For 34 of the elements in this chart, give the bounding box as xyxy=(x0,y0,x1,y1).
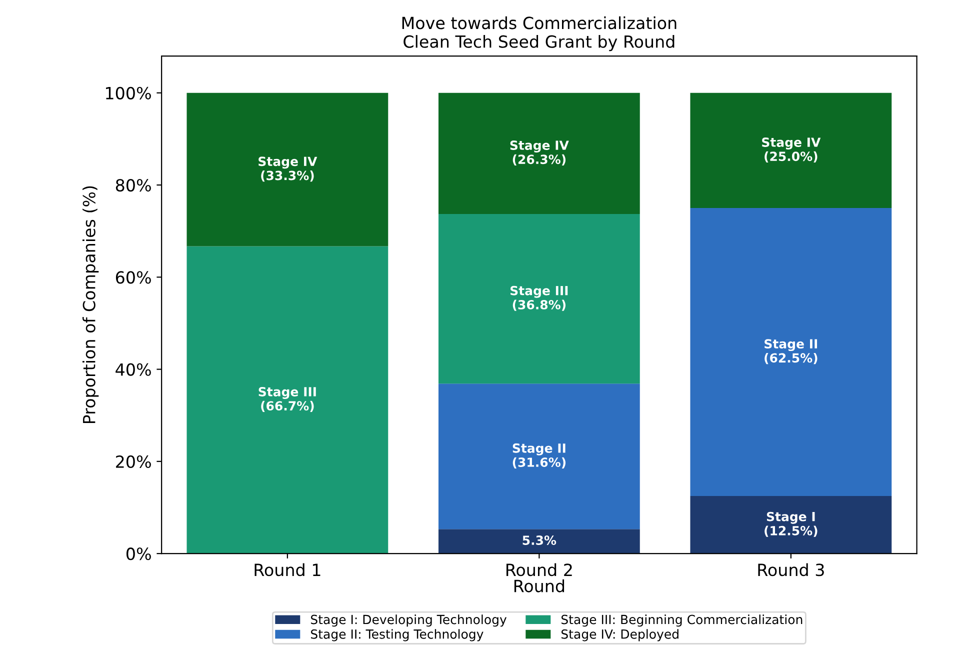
chart-title: Move towards Commercialization Clean Tech Seed Grant by Round xyxy=(402,16,676,52)
y-axis-title: Proportion of Companies (%) xyxy=(82,186,99,424)
y-tick-label: 40% xyxy=(116,363,151,376)
legend-label: Stage I: Developing Technology xyxy=(310,614,507,627)
y-tick-label: 20% xyxy=(116,455,151,468)
data-label: Stage III (36.8%) xyxy=(510,286,568,311)
data-label: Stage I (12.5%) xyxy=(764,512,818,537)
bar xyxy=(690,92,892,208)
bar xyxy=(186,92,388,246)
x-axis-title: Round xyxy=(514,579,564,592)
bar xyxy=(186,246,388,554)
legend-label: Stage II: Testing Technology xyxy=(310,629,484,642)
bar xyxy=(438,92,640,214)
bar xyxy=(438,529,640,554)
data-label: Stage IV (33.3%) xyxy=(258,156,318,182)
bar xyxy=(690,496,892,554)
data-label: Stage IV (25.0%) xyxy=(762,138,821,163)
data-label: 5.3% xyxy=(522,536,556,545)
data-label: Stage II (31.6%) xyxy=(512,443,566,468)
x-tick-label: Round 3 xyxy=(758,563,824,576)
bar xyxy=(438,384,640,530)
data-label: Stage III (66.7%) xyxy=(258,386,316,412)
legend-label: Stage III: Beginning Commercialization xyxy=(561,614,802,627)
y-tick-label: 0% xyxy=(126,548,151,560)
data-label: Stage IV (26.3%) xyxy=(510,140,569,166)
legend-label: Stage IV: Deployed xyxy=(561,629,678,642)
y-tick-label: 60% xyxy=(116,271,151,284)
bar xyxy=(690,208,892,496)
bar xyxy=(438,214,640,384)
data-label: Stage II (62.5%) xyxy=(764,339,818,364)
y-tick-label: 100% xyxy=(106,86,151,100)
x-tick-label: Round 1 xyxy=(254,563,320,576)
x-tick-label: Round 2 xyxy=(506,563,572,576)
y-tick-label: 80% xyxy=(116,178,151,192)
